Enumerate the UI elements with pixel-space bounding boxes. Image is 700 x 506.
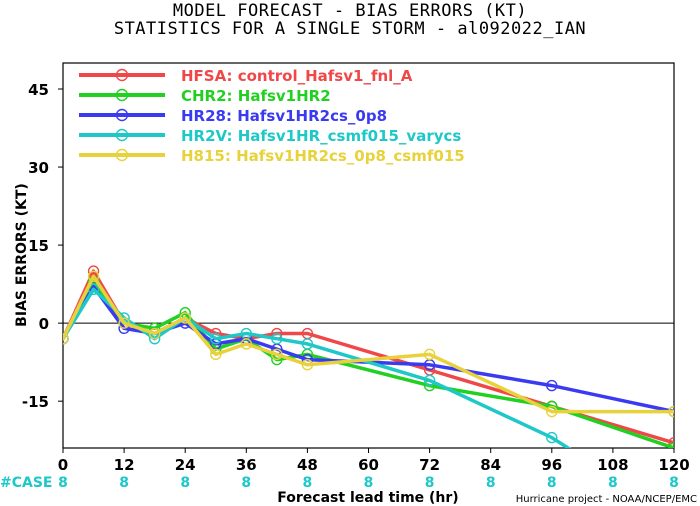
data-point-4-9 [423, 348, 436, 361]
cases-row-label: #CASE [0, 475, 53, 491]
data-point-3-7 [271, 333, 283, 345]
data-point-4-7 [271, 348, 283, 361]
x-axis-label: Forecast lead time (hr) [277, 490, 458, 506]
legend-label-4: H815: Hafsv1HR2cs_0p8_csmf015 [181, 147, 465, 165]
x-tick-label-5: 60 [358, 456, 379, 474]
series-line-4 [63, 274, 674, 414]
case-count-10: 8 [669, 475, 679, 491]
y-axis-label: BIAS ERRORS (KT) [14, 183, 30, 327]
y-tick-label-1: 0 [39, 315, 49, 333]
case-count-7: 8 [486, 475, 496, 491]
x-tick-label-6: 72 [419, 456, 440, 474]
x-tick-label-7: 84 [480, 456, 501, 474]
data-point-4-11 [668, 405, 674, 418]
case-count-2: 8 [180, 475, 190, 491]
data-point-3-9 [423, 374, 436, 387]
data-point-4-8 [301, 359, 314, 371]
x-tick-label-9: 108 [597, 456, 628, 474]
y-tick-label-2: 15 [28, 237, 49, 255]
legend-marker-0 [115, 68, 129, 82]
data-point-4-1 [87, 270, 100, 283]
legend-marker-1 [115, 88, 129, 102]
credit-text: Hurricane project - NOAA/NCEP/EMC [516, 494, 697, 505]
data-point-4-10 [546, 405, 558, 418]
legend-marker-4 [115, 148, 129, 162]
case-count-3: 8 [241, 475, 251, 491]
case-count-4: 8 [303, 475, 313, 491]
legend-label-2: HR28: Hafsv1HR2cs_0p8 [181, 107, 387, 125]
case-count-5: 8 [364, 475, 374, 491]
x-tick-label-2: 24 [175, 456, 196, 474]
case-count-8: 8 [547, 475, 557, 491]
x-tick-label-0: 0 [58, 456, 68, 474]
x-tick-label-8: 96 [541, 456, 562, 474]
x-tick-label-4: 48 [297, 456, 318, 474]
data-point-4-4 [179, 312, 191, 324]
case-count-6: 8 [425, 475, 435, 491]
legend-marker-2 [115, 108, 129, 122]
case-count-9: 8 [608, 475, 618, 491]
y-tick-label-0: -15 [22, 393, 49, 411]
x-tick-label-10: 120 [658, 456, 689, 474]
y-tick-label-3: 30 [28, 159, 49, 177]
data-point-4-2 [118, 317, 130, 329]
x-tick-label-3: 36 [236, 456, 257, 474]
legend-label-3: HR2V: Hafsv1HR_csmf015_varycs [181, 127, 461, 145]
data-point-4-6 [240, 338, 253, 350]
data-point-4-0 [63, 333, 69, 345]
chart-subtitle: STATISTICS FOR A SINGLE STORM - al092022… [113, 19, 587, 39]
legend-label-1: CHR2: Hafsv1HR2 [181, 87, 331, 105]
plot-frame [62, 62, 675, 449]
case-count-0: 8 [58, 475, 68, 491]
data-point-3-8 [301, 338, 314, 350]
x-tick-label-1: 12 [114, 456, 135, 474]
data-point-4-5 [210, 348, 222, 361]
data-point-2-10 [546, 379, 558, 392]
data-point-4-3 [148, 327, 161, 340]
data-point-3-5 [210, 333, 222, 345]
chart-title: MODEL FORECAST - BIAS ERRORS (KT) [172, 1, 528, 21]
data-point-3-10 [546, 431, 558, 444]
y-tick-label-4: 45 [28, 81, 49, 99]
case-count-1: 8 [119, 475, 129, 491]
legend-label-0: HFSA: control_Hafsv1_fnl_A [181, 67, 413, 85]
data-point-0-11 [668, 437, 674, 448]
legend-marker-3 [115, 128, 129, 142]
